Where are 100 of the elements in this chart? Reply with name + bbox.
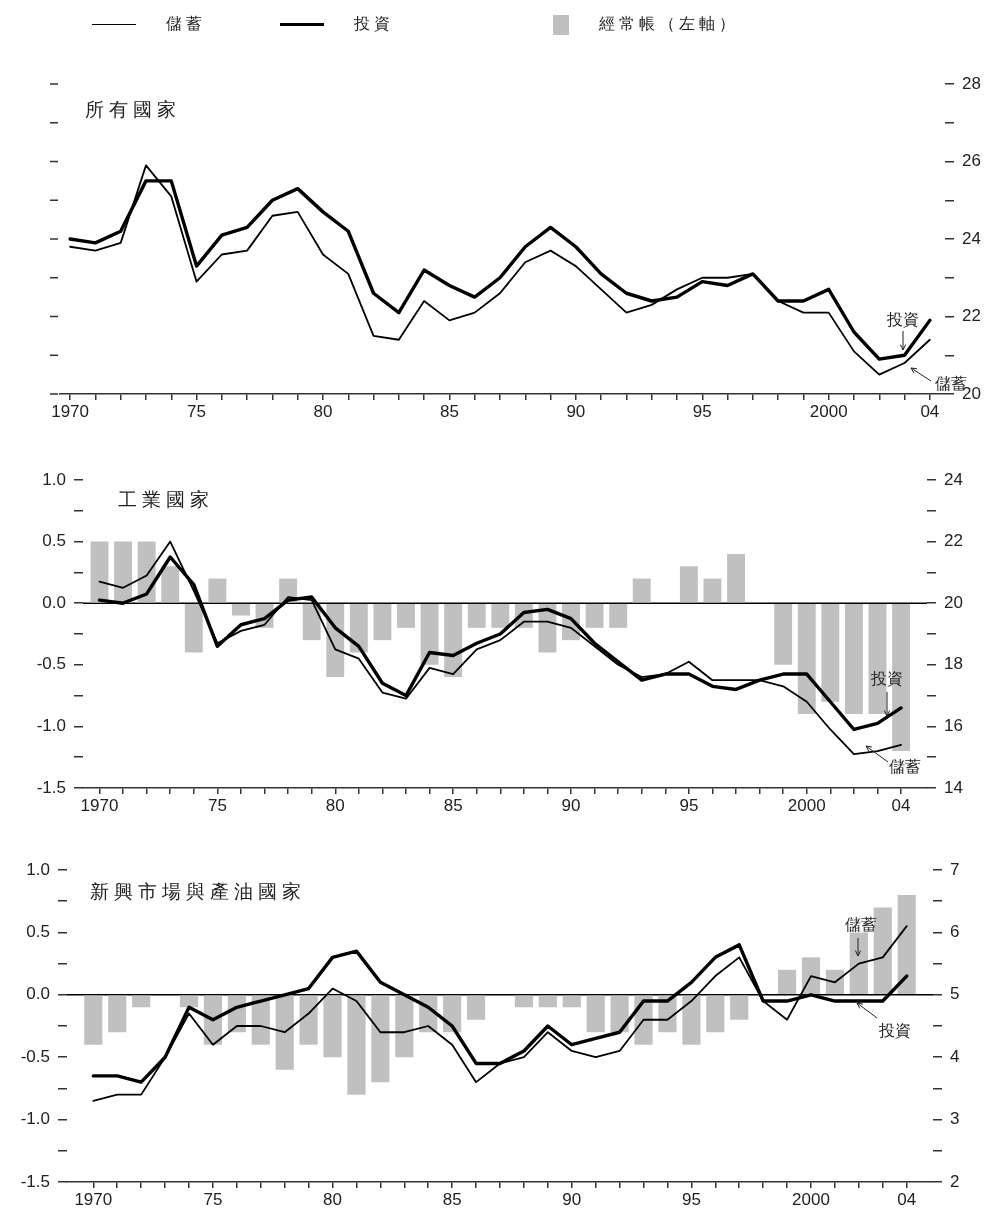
y-tick-label: 0.5	[26, 922, 50, 942]
bar	[562, 995, 581, 1008]
annotation: 儲蓄	[845, 915, 877, 935]
x-tick-label: 80	[323, 1189, 342, 1209]
x-tick-label: 1970	[51, 401, 90, 421]
bar	[801, 957, 821, 995]
bar	[302, 603, 321, 641]
text: 工業國家	[118, 488, 214, 511]
legend-label: 儲蓄	[166, 14, 206, 35]
y2-tick-label: 6	[950, 922, 960, 942]
bar	[682, 995, 701, 1045]
annotation: 投資	[885, 310, 919, 330]
y-tick-label: -1.0	[20, 1109, 50, 1129]
x-tick-label: 1970	[80, 795, 119, 815]
y-tick-label: -0.5	[36, 654, 66, 674]
y-tick-label: 0.0	[42, 592, 66, 612]
bar	[514, 995, 534, 1008]
legend-label: 經常帳（左軸）	[599, 14, 739, 35]
bar	[538, 995, 557, 1008]
bar	[586, 995, 605, 1033]
y2-tick-label: 24	[944, 469, 963, 489]
x-tick-label: 90	[566, 401, 586, 421]
y2-tick-label: 5	[950, 984, 960, 1004]
x-tick-label: 1970	[74, 1189, 113, 1209]
y2-tick-label: 20	[944, 592, 963, 612]
x-tick-label: 85	[439, 401, 459, 421]
y2-tick-label: 4	[950, 1046, 960, 1066]
x-tick-label: 90	[562, 1189, 582, 1209]
bar	[323, 995, 342, 1058]
x-tick-label: 2000	[792, 1189, 830, 1209]
bar	[444, 603, 463, 678]
y2-tick-label: 14	[944, 777, 963, 797]
bar	[706, 995, 725, 1033]
x-tick-label: 90	[561, 795, 581, 815]
y-tick-label: 24	[962, 228, 981, 248]
text: 所有國家	[85, 98, 181, 121]
bar	[703, 578, 722, 603]
bar	[730, 995, 749, 1020]
bar	[897, 894, 916, 995]
y2-tick-label: 3	[950, 1109, 960, 1129]
text: 新興市場與產油國家	[90, 880, 306, 903]
bar	[420, 603, 439, 665]
bar	[161, 566, 180, 603]
bar	[232, 603, 250, 616]
y2-tick-label: 22	[944, 531, 963, 551]
annotation: 儲蓄	[889, 757, 921, 777]
y-tick-label: -1.5	[20, 1171, 50, 1191]
bar	[208, 578, 227, 603]
bar	[395, 995, 414, 1058]
bar	[797, 603, 816, 715]
bar	[777, 969, 797, 995]
y-tick-label: 1.0	[26, 859, 50, 879]
x-tick-label: 85	[443, 795, 463, 815]
bar	[727, 553, 745, 603]
bar	[609, 603, 628, 628]
annotation: 投資	[870, 669, 903, 689]
x-tick-label: 75	[203, 1189, 223, 1209]
x-tick-label: 95	[681, 1189, 701, 1209]
bar	[774, 603, 793, 665]
bar	[371, 995, 390, 1083]
bar	[466, 995, 486, 1020]
x-tick-label: 75	[187, 401, 206, 421]
y-tick-label: -1.5	[36, 777, 66, 797]
y-tick-label: -1.0	[36, 716, 66, 736]
x-tick-label: 85	[442, 1189, 462, 1209]
bar	[108, 995, 127, 1033]
annotation: 投資	[878, 1021, 911, 1041]
bar	[132, 995, 151, 1008]
x-tick-label: 04	[897, 1189, 917, 1209]
bar	[397, 603, 415, 628]
bar	[373, 603, 392, 641]
x-tick-label: 80	[325, 795, 345, 815]
y-tick-label: -0.5	[20, 1046, 50, 1066]
y-tick-label: 0.0	[26, 984, 50, 1004]
bar	[179, 995, 199, 1008]
bar	[849, 932, 868, 995]
y-tick-label: 22	[962, 306, 981, 326]
bar	[349, 603, 368, 653]
x-tick-label: 2000	[809, 401, 848, 421]
bar	[821, 603, 840, 702]
y-tick-label: 28	[962, 73, 981, 93]
bar	[184, 603, 203, 653]
y2-tick-label: 18	[944, 654, 963, 674]
x-tick-label: 04	[891, 795, 911, 815]
bar	[299, 995, 318, 1045]
bar	[467, 603, 486, 628]
bar	[491, 603, 510, 628]
bar	[114, 541, 133, 603]
y-tick-label: 1.0	[42, 469, 66, 489]
bar	[347, 995, 366, 1095]
bar	[679, 566, 698, 603]
bar	[585, 603, 604, 628]
x-tick-label: 95	[692, 401, 712, 421]
x-tick-label: 04	[920, 401, 940, 421]
bar	[275, 995, 294, 1070]
bar	[844, 603, 863, 715]
bar	[632, 578, 651, 603]
y2-tick-label: 2	[950, 1171, 960, 1191]
x-tick-label: 2000	[787, 795, 826, 815]
bar	[84, 995, 103, 1045]
